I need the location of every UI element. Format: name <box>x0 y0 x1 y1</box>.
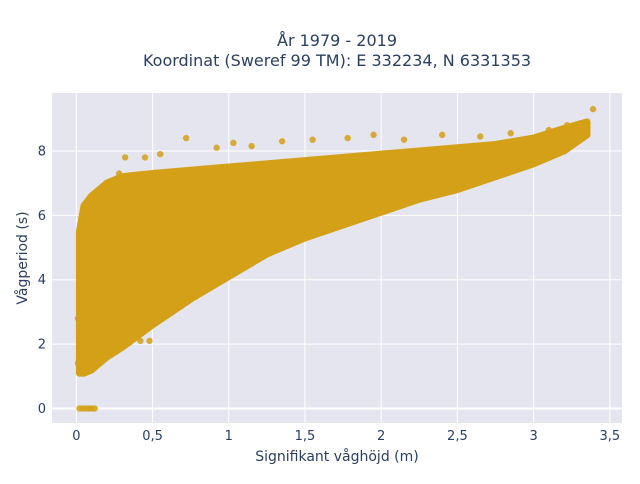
data-point <box>344 134 351 142</box>
data-point <box>141 154 149 161</box>
x-tick-label: 1 <box>225 429 233 444</box>
tick-labels: 0 0,5 1 1,5 2 2,5 3 3,5 0 2 4 6 8 <box>38 144 620 444</box>
data-point <box>370 131 377 139</box>
data-point <box>82 218 89 225</box>
data-point <box>74 315 82 322</box>
x-tick-label: 1,5 <box>295 429 316 444</box>
data-point <box>195 286 202 293</box>
chart-title-line-2: Koordinat (Sweref 99 TM): E 332234, N 63… <box>143 51 531 70</box>
data-point <box>301 225 309 232</box>
data-point <box>85 199 92 206</box>
data-point <box>454 183 461 190</box>
x-axis-title: Signifikant våghöjd (m) <box>255 448 418 465</box>
x-tick-label: 2 <box>377 429 385 444</box>
data-point <box>477 133 484 140</box>
data-point <box>137 337 144 345</box>
data-point <box>100 183 108 190</box>
data-point <box>545 126 553 134</box>
data-point <box>77 368 85 375</box>
y-tick-label: 2 <box>38 338 46 353</box>
chart-title-line-1: År 1979 - 2019 <box>277 31 397 50</box>
data-point <box>213 144 220 151</box>
data-point <box>182 134 190 142</box>
x-tick-label: 3,5 <box>599 429 620 444</box>
y-tick-label: 6 <box>38 209 46 224</box>
data-point <box>118 342 126 349</box>
data-points <box>74 105 597 412</box>
x-tick-label: 3 <box>529 429 537 444</box>
data-point <box>230 139 237 147</box>
data-point <box>121 154 129 161</box>
x-tick-label: 2,5 <box>447 429 468 444</box>
data-point <box>74 360 82 367</box>
data-point <box>115 170 123 177</box>
data-point <box>589 105 597 113</box>
data-point <box>507 130 514 137</box>
data-point <box>91 405 98 412</box>
x-tick-label: 0 <box>72 429 80 444</box>
y-tick-label: 8 <box>38 144 46 159</box>
data-point <box>400 136 408 143</box>
data-point <box>538 141 545 148</box>
data-point <box>146 337 153 345</box>
data-point <box>438 131 446 139</box>
x-tick-label: 0,5 <box>142 429 163 444</box>
data-point <box>309 136 316 143</box>
data-point <box>278 138 286 145</box>
y-tick-label: 4 <box>38 273 46 288</box>
data-point <box>576 120 583 127</box>
y-axis-title: Vågperiod (s) <box>14 211 31 304</box>
y-tick-label: 0 <box>38 402 46 417</box>
data-point <box>515 160 522 168</box>
data-point <box>157 150 164 158</box>
data-point <box>248 142 255 150</box>
data-point <box>563 121 571 129</box>
